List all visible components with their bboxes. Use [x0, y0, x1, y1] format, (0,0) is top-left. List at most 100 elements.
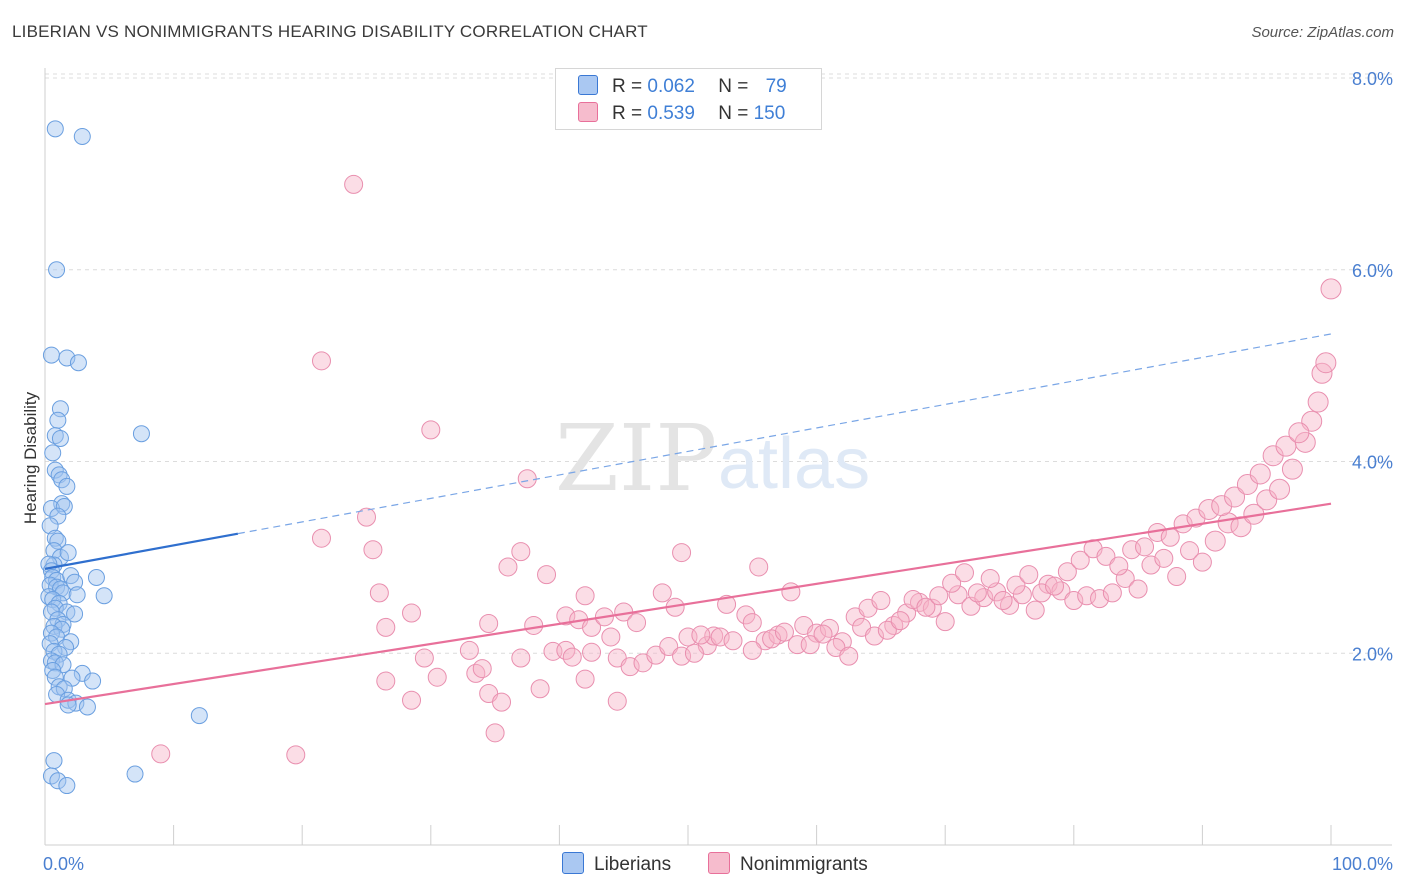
nonimmigrants-point — [601, 627, 621, 647]
nonimmigrants-point — [575, 669, 595, 689]
legend-item-nonimmigrants[interactable]: Nonimmigrants — [708, 852, 868, 876]
nonimmigrants-point — [723, 631, 743, 651]
liberians-point — [46, 529, 64, 547]
liberians-point — [48, 261, 66, 279]
chart-title: LIBERIAN VS NONIMMIGRANTS HEARING DISABI… — [12, 22, 648, 41]
nonimmigrants-point — [1198, 498, 1220, 520]
nonimmigrants-point — [1192, 552, 1212, 572]
nonimmigrants-point — [286, 745, 306, 765]
liberians-point — [46, 427, 64, 445]
nonimmigrants-point — [511, 648, 531, 668]
liberians-swatch — [578, 75, 598, 95]
nonimmigrants-point — [1012, 585, 1032, 605]
nonimmigrants-point — [1006, 575, 1026, 595]
r-label: R = — [612, 103, 643, 124]
nonimmigrants-point — [871, 591, 891, 611]
liberians-legend-label: Liberians — [594, 854, 672, 875]
r-label: R = — [612, 76, 643, 97]
nonimmigrants-point — [479, 614, 499, 634]
liberians-point — [66, 605, 84, 623]
liberians-point — [45, 542, 63, 560]
nonimmigrants-swatch — [578, 102, 598, 122]
liberians-point — [126, 765, 144, 783]
liberians-point — [66, 573, 84, 591]
nonimmigrants-point — [582, 642, 602, 662]
y-tick-label: 8.0% — [1352, 69, 1393, 89]
nonimmigrants-point — [1320, 278, 1342, 300]
liberians-point — [49, 411, 67, 429]
nonimmigrants-point — [916, 597, 936, 617]
nonimmigrants-point — [459, 640, 479, 660]
nonimmigrants-point — [627, 613, 647, 633]
liberians-point — [45, 752, 63, 770]
liberians-legend-swatch — [562, 852, 584, 874]
nonimmigrants-legend-label: Nonimmigrants — [740, 854, 868, 875]
nonimmigrants-point — [781, 582, 801, 602]
nonimmigrants-point — [1154, 548, 1174, 568]
nonimmigrants-point — [742, 613, 762, 633]
nonimmigrants-point — [376, 617, 396, 637]
liberians-point — [49, 772, 67, 790]
nonimmigrants-point — [672, 543, 692, 563]
nonimmigrants-point — [813, 624, 833, 644]
nonimmigrants-point — [511, 542, 531, 562]
nonimmigrants-point — [954, 563, 974, 583]
nonimmigrants-point — [311, 351, 331, 371]
nonimmigrants-point — [742, 640, 762, 660]
nonimmigrants-point — [344, 174, 364, 194]
nonimmigrants-point — [717, 594, 737, 614]
axes — [44, 68, 1392, 846]
legend-item-liberians[interactable]: Liberians — [562, 852, 671, 876]
nonimmigrants-point — [1288, 422, 1310, 444]
nonimmigrants-point — [1186, 508, 1206, 528]
source-credit: Source: ZipAtlas.com — [1251, 24, 1394, 41]
series-legend: Liberians Nonimmigrants — [0, 852, 1406, 878]
liberians-point — [58, 777, 76, 795]
liberians-r-value: 0.062 — [647, 76, 695, 97]
nonimmigrants-point — [1019, 565, 1039, 585]
nonimmigrants-point — [1109, 556, 1129, 576]
liberians-point — [84, 672, 102, 690]
liberians-points — [40, 120, 208, 795]
nonimmigrants-point — [652, 583, 672, 603]
nonimmigrants-n-value: 150 — [753, 103, 786, 124]
liberians-point — [41, 517, 59, 535]
liberians-point — [44, 662, 62, 680]
nonimmigrants-point — [942, 573, 962, 593]
nonimmigrants-point — [1281, 458, 1303, 480]
watermark-atlas: atlas — [718, 424, 870, 504]
nonimmigrants-point — [877, 620, 897, 640]
nonimmigrants-point — [1180, 541, 1200, 561]
nonimmigrants-point — [1167, 567, 1187, 587]
liberians-point — [46, 120, 64, 138]
nonimmigrants-point — [1070, 550, 1090, 570]
nonimmigrants-point — [1115, 568, 1135, 588]
tick-labels: 2.0% 4.0% 6.0% 8.0% 0.0% 100.0% — [43, 69, 1393, 874]
nonimmigrants-point — [1025, 600, 1045, 620]
nonimmigrants-point — [967, 583, 987, 603]
nonimmigrants-point — [517, 469, 537, 489]
liberians-point — [132, 425, 150, 443]
nonimmigrants-point — [1090, 589, 1110, 609]
liberians-point — [46, 668, 64, 686]
nonimmigrants-point — [485, 723, 505, 743]
nonimmigrants-point — [363, 540, 383, 560]
nonimmigrants-point — [749, 557, 769, 577]
nonimmigrants-point — [498, 557, 518, 577]
nonimmigrants-point — [684, 643, 704, 663]
y-tick-label: 4.0% — [1352, 453, 1393, 473]
nonimmigrants-point — [1160, 527, 1180, 547]
nonimmigrants-point — [1096, 546, 1116, 566]
n-label: N = — [718, 76, 749, 97]
nonimmigrants-point — [1045, 576, 1065, 596]
nonimmigrants-point — [562, 647, 582, 667]
zipatlas-watermark: ZIP atlas — [555, 405, 870, 512]
trend-lines — [44, 333, 1332, 706]
liberians-point — [49, 532, 67, 550]
liberians-point — [87, 569, 105, 587]
nonimmigrants-point — [935, 612, 955, 632]
nonimmigrants-point — [929, 586, 949, 606]
nonimmigrants-point — [369, 583, 389, 603]
nonimmigrants-point — [357, 507, 376, 527]
